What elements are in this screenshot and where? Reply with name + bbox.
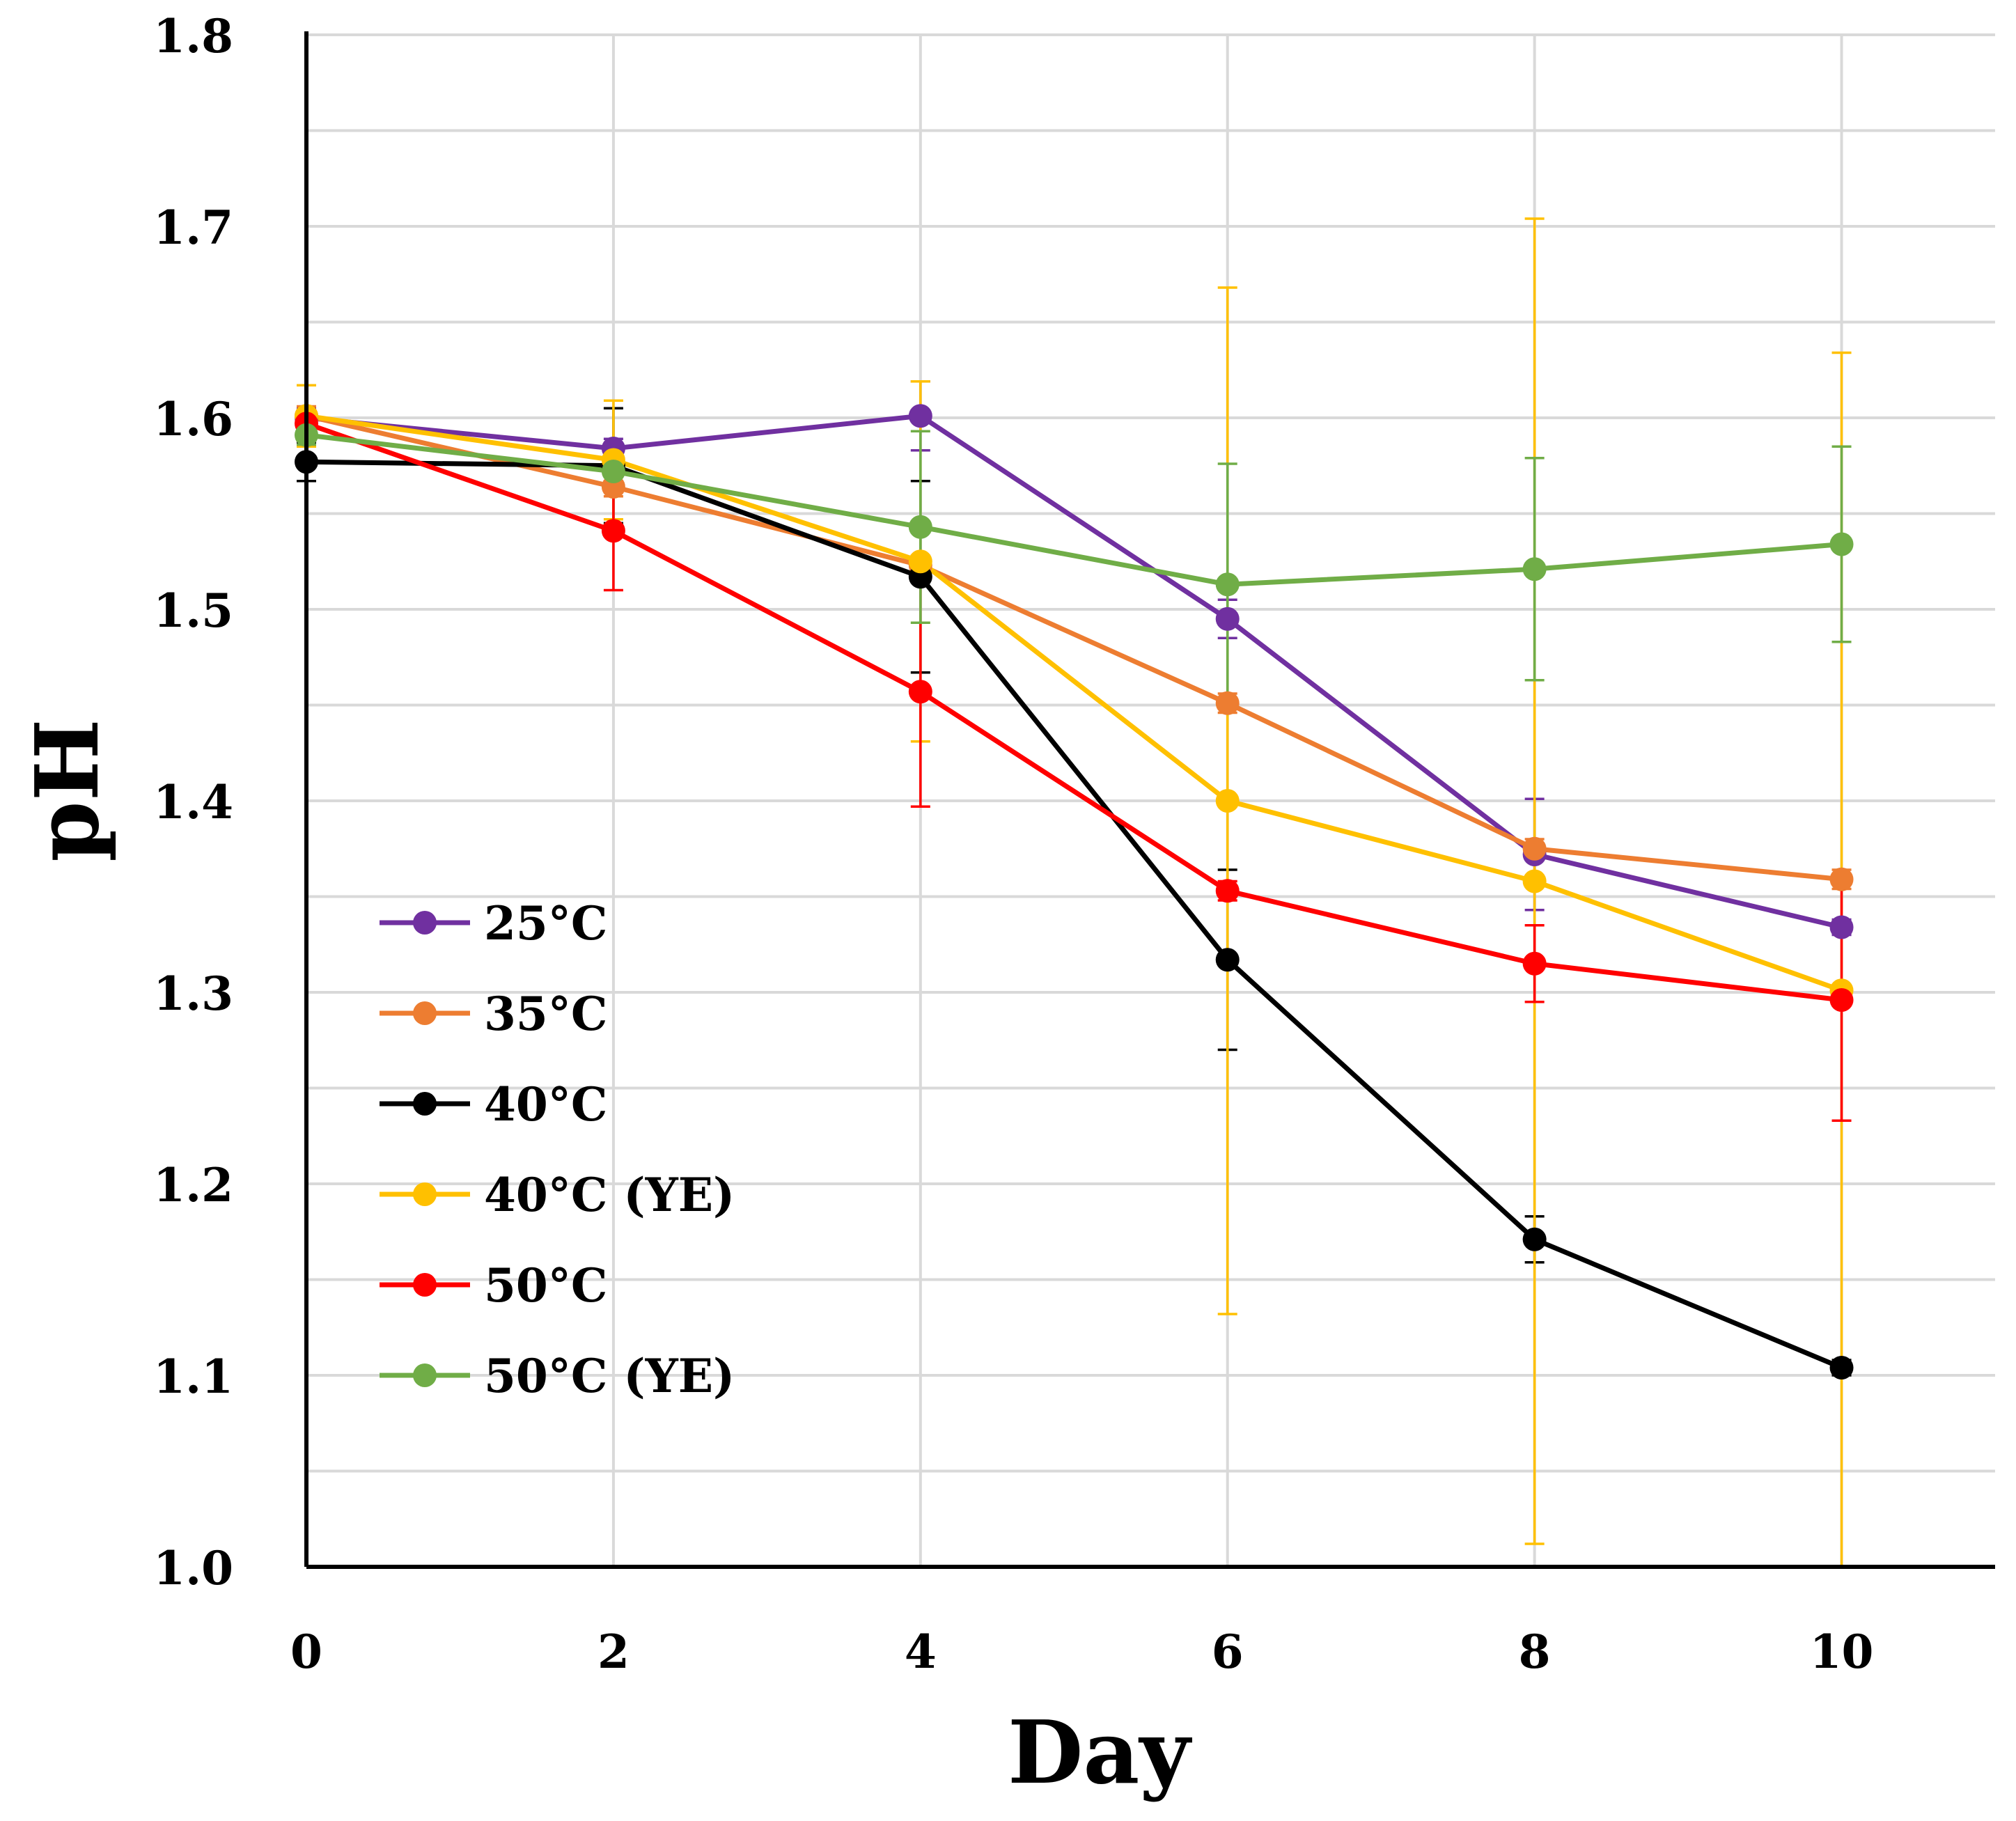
data-point <box>601 460 625 483</box>
x-tick-label: 6 <box>1212 1625 1244 1679</box>
data-point <box>1215 948 1240 972</box>
legend-marker <box>413 1001 437 1025</box>
y-axis-title: pH <box>17 719 118 862</box>
legend-entry: 40°C <box>380 1077 607 1132</box>
data-point <box>1522 1227 1547 1251</box>
data-point <box>1215 607 1240 631</box>
legend-marker <box>413 1273 437 1297</box>
x-tick-label: 2 <box>597 1625 630 1679</box>
tick-label-layer: 1.0 1.1 1.2 1.3 1.4 1.5 1.6 1.7 1.8 0 2 4 6 8 10 <box>153 9 1873 1679</box>
y-tick-label: 1.7 <box>153 201 233 255</box>
legend-marker <box>413 911 437 935</box>
data-point <box>1829 532 1854 556</box>
series-line-layer <box>305 413 1843 1370</box>
legend-entry: 50°C <box>380 1258 607 1313</box>
data-point <box>1829 915 1854 939</box>
legend-entry: 50°C (YE) <box>380 1349 735 1403</box>
data-point <box>1522 836 1547 861</box>
legend-entry: 35°C <box>380 987 607 1041</box>
series-line <box>306 413 1843 930</box>
legend-label: 40°C (YE) <box>484 1168 735 1222</box>
data-point <box>1215 879 1240 903</box>
data-point <box>1829 1356 1854 1380</box>
legend-entry: 25°C <box>380 896 607 951</box>
legend-marker <box>413 1182 437 1206</box>
series-point-layer <box>295 404 1854 1380</box>
data-point <box>908 680 932 704</box>
legend-marker <box>413 1092 437 1116</box>
data-point <box>1215 572 1240 597</box>
x-axis-title: Day <box>1008 1702 1192 1804</box>
data-point <box>601 519 625 543</box>
series-line <box>306 432 1842 587</box>
data-point <box>1215 691 1240 715</box>
data-point <box>908 515 932 539</box>
axis-layer <box>304 31 1995 1569</box>
grid-layer <box>306 33 1995 1567</box>
data-point <box>1522 869 1547 893</box>
legend-label: 50°C (YE) <box>484 1349 735 1403</box>
y-tick-label: 1.3 <box>153 967 233 1021</box>
y-tick-label: 1.0 <box>153 1541 233 1595</box>
series-line <box>306 413 1842 882</box>
x-tick-label: 10 <box>1810 1625 1874 1679</box>
data-point <box>908 549 932 574</box>
x-tick-label: 4 <box>905 1625 937 1679</box>
data-point <box>1829 867 1854 891</box>
y-tick-label: 1.1 <box>153 1350 233 1404</box>
data-point <box>1829 988 1854 1012</box>
legend-label: 25°C <box>484 896 607 951</box>
data-point <box>1215 789 1240 813</box>
data-point <box>1522 951 1547 976</box>
y-tick-label: 1.5 <box>153 584 233 638</box>
series-line <box>305 421 1842 1003</box>
y-tick-label: 1.6 <box>153 392 233 446</box>
legend-label: 50°C <box>484 1258 607 1313</box>
y-tick-label: 1.4 <box>153 775 233 829</box>
legend-label: 40°C <box>484 1077 607 1132</box>
x-tick-label: 0 <box>290 1625 322 1679</box>
legend-label: 35°C <box>484 987 607 1041</box>
y-tick-label: 1.2 <box>153 1158 233 1212</box>
data-point <box>908 404 932 428</box>
legend: 25°C 35°C 40°C 40°C (YE) 50°C 50°C (YE) <box>380 896 735 1403</box>
series-line <box>306 413 1843 993</box>
legend-marker <box>413 1363 437 1387</box>
y-tick-label: 1.8 <box>153 9 233 63</box>
legend-entry: 40°C (YE) <box>380 1168 735 1222</box>
x-tick-label: 8 <box>1519 1625 1551 1679</box>
data-point <box>1522 557 1547 581</box>
